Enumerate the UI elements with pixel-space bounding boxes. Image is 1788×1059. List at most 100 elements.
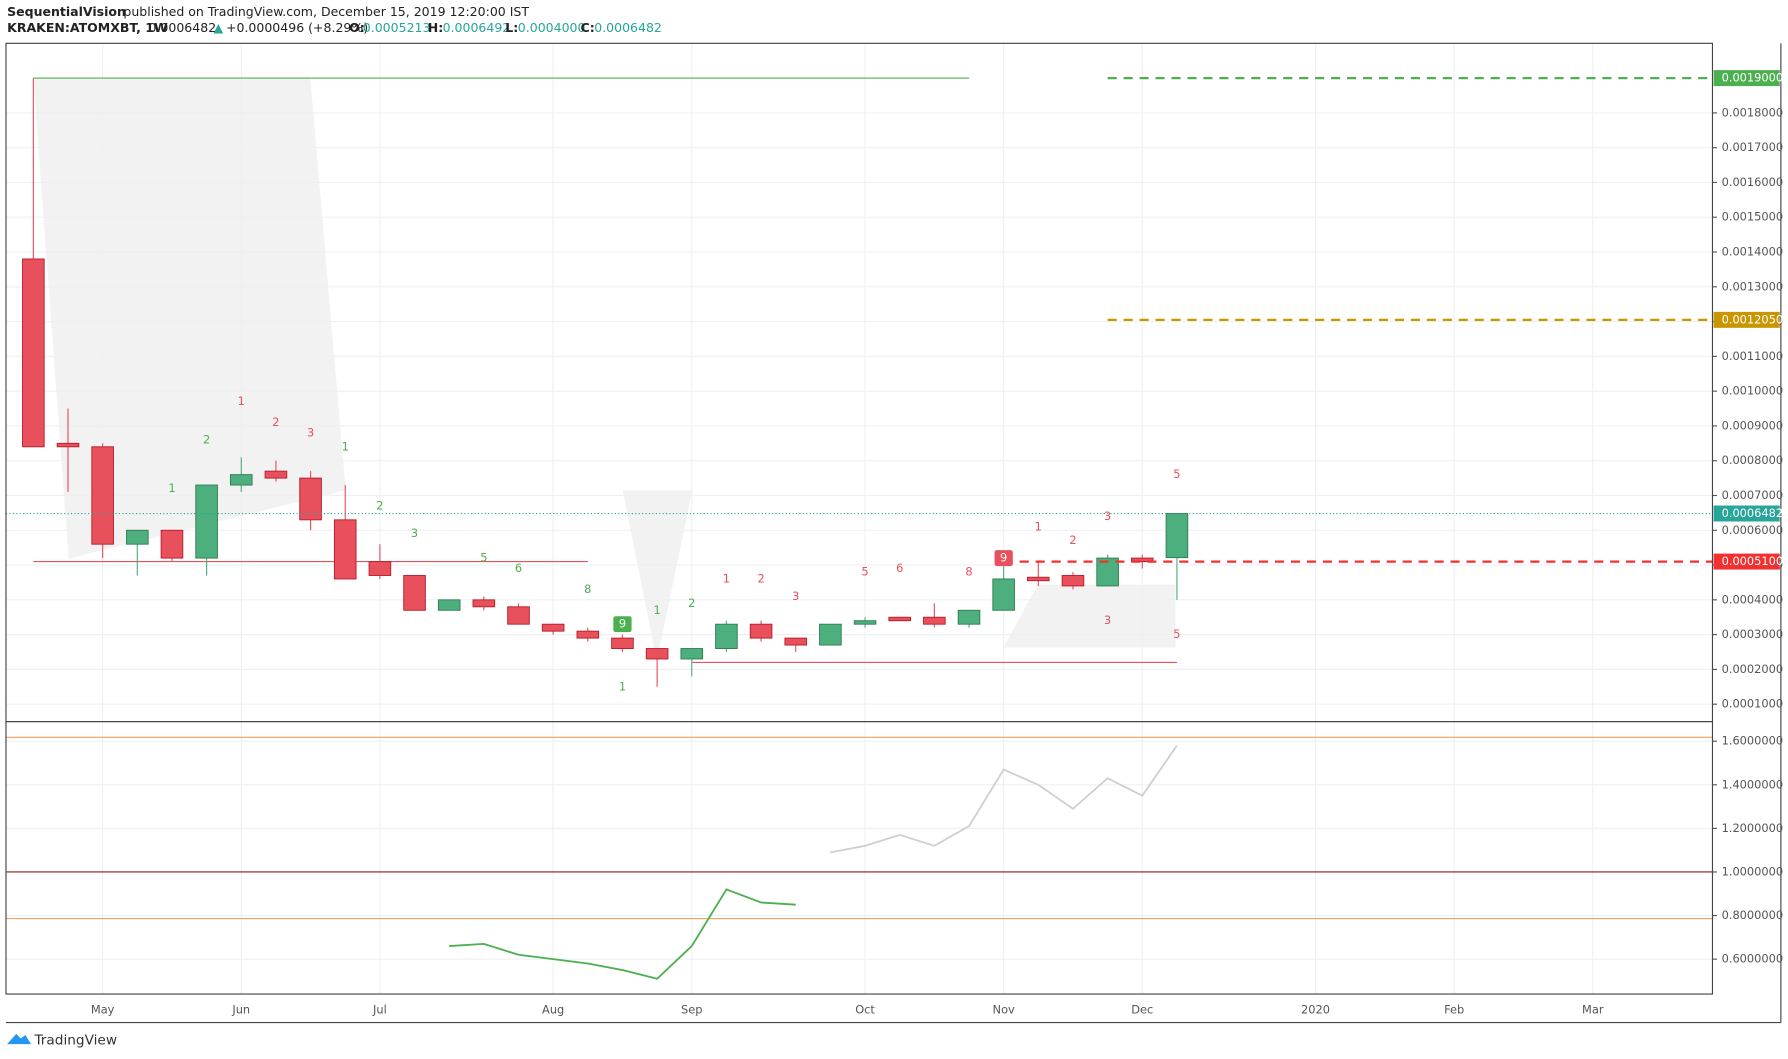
setup-count: 1 (723, 571, 730, 585)
x-tick-label: Feb (1444, 1002, 1464, 1016)
candle-body (749, 623, 773, 639)
candle-body (229, 474, 253, 486)
setup-count: 2 (203, 432, 210, 446)
y-tick-label: 0.0018000 (1722, 105, 1784, 119)
series-line (449, 888, 796, 980)
symbol: KRAKEN:ATOMXBT, 1W (7, 20, 168, 35)
y-tick-label: 0.0002000 (1722, 662, 1784, 676)
published: published on TradingView.com, December 1… (123, 4, 529, 19)
price-badge-label: 0.0006482 (1722, 506, 1784, 520)
setup-count: 3 (307, 425, 314, 439)
candle-body (1061, 575, 1085, 587)
candle-body (1027, 576, 1050, 582)
y-tick-label: 0.0004000 (1722, 592, 1784, 606)
y-tick-label: 1.2000000 (1722, 821, 1784, 835)
candle-body (645, 648, 669, 660)
x-tick-label: Aug (542, 1002, 564, 1016)
price-badge (1713, 505, 1780, 522)
candle-body (472, 599, 496, 608)
setup-count: 1 (1035, 519, 1042, 533)
setup-count: 8 (584, 582, 591, 596)
candle-body (160, 529, 184, 559)
y-tick-label: 0.0008000 (1722, 453, 1784, 467)
candle-body (715, 623, 738, 649)
candle-body (264, 470, 288, 479)
setup-count: 9 (619, 617, 626, 631)
oscillator-pane-border (5, 721, 1714, 995)
setup-count: 1 (342, 439, 349, 453)
candle-body (1165, 513, 1189, 559)
price-badge-label: 0.0005100 (1722, 554, 1784, 568)
candle-body (56, 442, 80, 448)
price-badge-label: 0.0012050 (1722, 312, 1784, 326)
candle-body (1096, 557, 1119, 587)
price-badge (1713, 553, 1780, 570)
setup-count: 2 (1069, 533, 1076, 547)
candle-body (541, 623, 565, 632)
candle-body (576, 630, 600, 639)
setup-count: 6 (896, 561, 903, 575)
high: 0.0006492 (443, 20, 511, 35)
y-tick-label: 1.4000000 (1722, 777, 1784, 791)
y-tick-label: 0.0016000 (1722, 175, 1784, 189)
plot: 1 2 1 2 3 5 6 8 9 1 1 2 1 2 3 1 2 3 5 6 8 9 1 2 3 5 3 5 (5, 76, 1713, 980)
y-tick-label: 0.0010000 (1722, 384, 1784, 398)
arrow: ▲ (213, 20, 223, 35)
h-label: H: (428, 20, 443, 35)
price-badge (1713, 70, 1780, 87)
candle-body (368, 561, 392, 576)
setup-count: 1 (619, 679, 626, 693)
x-tick-label: Jun (231, 1002, 250, 1016)
setup-count: 1 (653, 603, 660, 617)
branding: TradingView (33, 1033, 117, 1049)
price-badge (1713, 311, 1780, 328)
setup-count: 5 (861, 565, 868, 579)
setup-count: 3 (411, 526, 418, 540)
axes: May Jun Jul Aug Sep Oct Nov Dec 2020 Feb Mar 0.0001… (91, 70, 1783, 1016)
price-badge-label: 0.0019000 (1722, 71, 1784, 85)
candle-body (403, 575, 426, 611)
y-tick-label: 0.0009000 (1722, 418, 1784, 432)
close: 0.0006482 (594, 20, 662, 35)
y-tick-label: 0.0003000 (1722, 627, 1784, 641)
y-tick-label: 0.0007000 (1722, 488, 1784, 502)
setup-count: 2 (272, 415, 279, 429)
candle-body (195, 484, 218, 559)
x-tick-label: 2020 (1301, 1002, 1330, 1016)
candle-body (957, 609, 981, 625)
candle-body (299, 477, 322, 521)
x-tick-label: Oct (855, 1002, 875, 1016)
y-tick-label: 0.6000000 (1722, 952, 1784, 966)
y-tick-label: 1.6000000 (1722, 734, 1784, 748)
setup-count: 1 (238, 394, 245, 408)
y-tick-label: 0.0013000 (1722, 279, 1784, 293)
o-label: O: (349, 20, 365, 35)
logo (7, 1033, 32, 1045)
l-label: L: (505, 20, 518, 35)
setup-count: 3 (1104, 613, 1111, 627)
setup-count: 3 (1104, 509, 1111, 523)
count-badge (613, 616, 632, 633)
candle-body (611, 637, 634, 649)
count-badge (994, 550, 1013, 567)
x-tick-label: May (91, 1002, 115, 1016)
setup-count: 6 (515, 561, 522, 575)
candle-body (992, 578, 1015, 611)
setup-count: 2 (376, 498, 383, 512)
setup-count: 5 (1173, 467, 1180, 481)
x-tick-label: Mar (1582, 1002, 1604, 1016)
candle-body (126, 529, 149, 545)
candle-body (819, 623, 842, 646)
y-tick-label: 1.0000000 (1722, 864, 1784, 878)
last: 0.0006482 (148, 20, 216, 35)
candle-body (22, 258, 45, 448)
change: +0.0000496 (+8.29%) (226, 20, 368, 35)
candle-body (507, 606, 530, 625)
shade (33, 78, 346, 559)
candle-body (853, 620, 877, 625)
c-label: C: (581, 20, 595, 35)
setup-count: 2 (688, 596, 695, 610)
candle-body (91, 446, 114, 545)
